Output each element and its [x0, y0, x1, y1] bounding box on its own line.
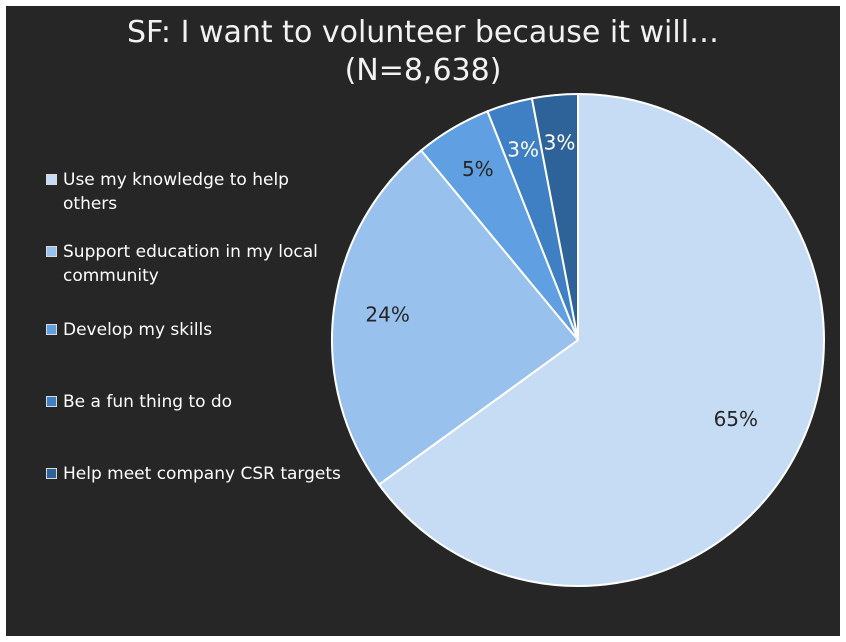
- legend-item: Develop my skills: [46, 318, 346, 342]
- legend-label: Help meet company CSR targets: [63, 464, 341, 484]
- slice-data-label: 3%: [544, 131, 576, 155]
- chart-frame: SF: I want to volunteer because it will……: [6, 6, 840, 636]
- legend-item: Use my knowledge to help others: [46, 168, 346, 216]
- legend-swatch: [46, 174, 57, 185]
- legend-item: Help meet company CSR targets: [46, 462, 346, 486]
- slice-data-label: 24%: [365, 302, 409, 326]
- legend-item: Support education in my local community: [46, 240, 346, 288]
- legend-swatch: [46, 468, 57, 479]
- legend-item: Be a fun thing to do: [46, 390, 346, 414]
- slice-data-label: 65%: [714, 407, 758, 431]
- legend-label: Use my knowledge to help others: [63, 170, 289, 214]
- pie-slice: [530, 92, 579, 341]
- legend-swatch: [46, 396, 57, 407]
- chart-title: SF: I want to volunteer because it will……: [126, 15, 720, 88]
- pie-slice: [331, 149, 580, 486]
- legend-label: Support education in my local community: [63, 242, 318, 286]
- legend-swatch: [46, 246, 57, 257]
- legend-swatch: [46, 324, 57, 335]
- legend-label: Develop my skills: [63, 320, 213, 340]
- slice-data-label: 3%: [507, 138, 539, 162]
- pie-slice: [377, 92, 825, 587]
- legend-label: Be a fun thing to do: [63, 392, 233, 412]
- pie-chart: 65% 24% 5% 3% 3%: [331, 92, 825, 587]
- slice-data-label: 5%: [462, 157, 494, 181]
